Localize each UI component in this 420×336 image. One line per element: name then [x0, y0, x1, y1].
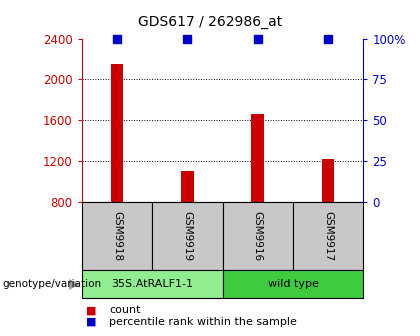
- Text: wild type: wild type: [268, 279, 318, 289]
- Point: [184, 36, 191, 41]
- Text: GSM9918: GSM9918: [112, 211, 122, 261]
- Text: GSM9919: GSM9919: [182, 211, 192, 261]
- Bar: [111, 64, 123, 202]
- Text: GDS617 / 262986_at: GDS617 / 262986_at: [138, 15, 282, 29]
- Text: ■: ■: [86, 305, 97, 316]
- Point: [325, 36, 331, 41]
- Text: GSM9917: GSM9917: [323, 211, 333, 261]
- Text: GSM9916: GSM9916: [253, 211, 263, 261]
- Bar: [322, 159, 334, 202]
- Bar: [181, 171, 194, 202]
- Point: [255, 36, 261, 41]
- Text: percentile rank within the sample: percentile rank within the sample: [109, 317, 297, 327]
- Text: count: count: [109, 305, 141, 316]
- Point: [70, 282, 77, 287]
- Bar: [252, 114, 264, 202]
- Text: ■: ■: [86, 317, 97, 327]
- Text: 35S.AtRALF1-1: 35S.AtRALF1-1: [111, 279, 193, 289]
- Text: genotype/variation: genotype/variation: [2, 279, 101, 289]
- Point: [114, 36, 121, 41]
